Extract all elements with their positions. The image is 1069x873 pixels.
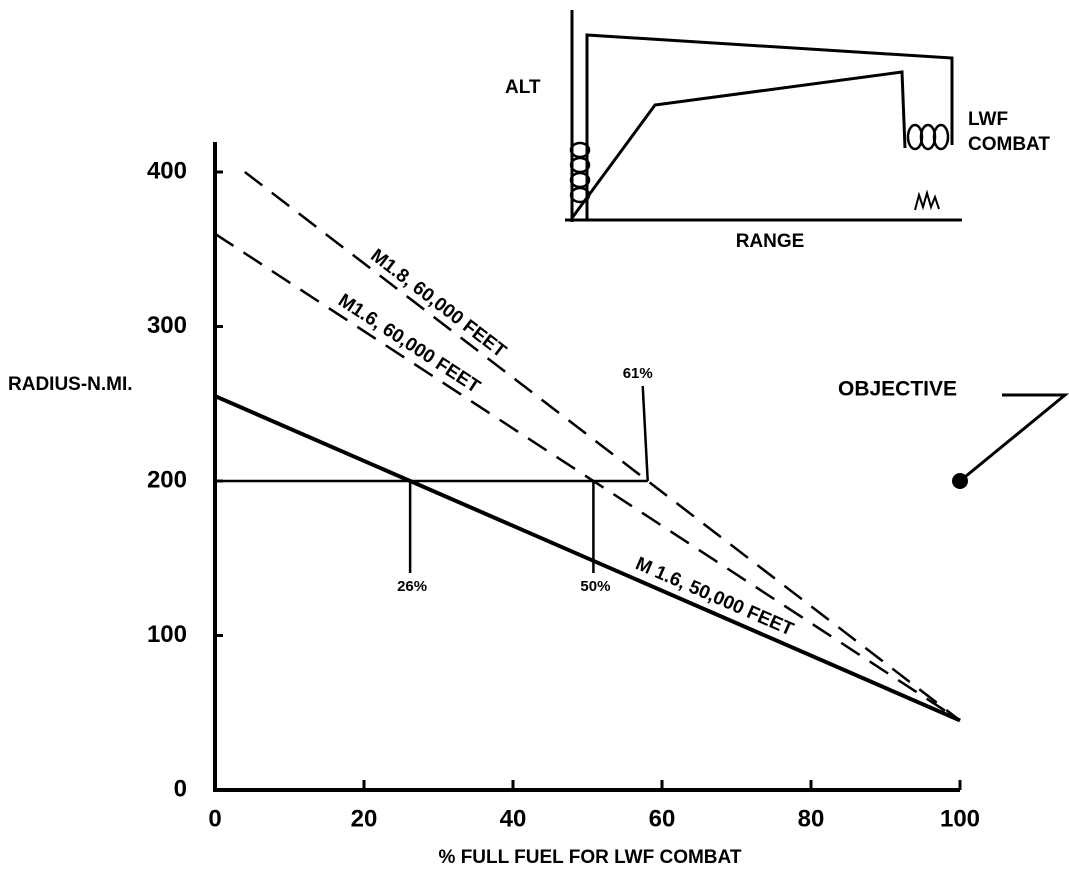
y-tick-label: 100 bbox=[147, 621, 187, 648]
annotation: 61% bbox=[623, 365, 653, 382]
x-tick-label: 20 bbox=[351, 805, 378, 832]
inset-combat-loops bbox=[908, 125, 948, 149]
inset-combat-label: LWF bbox=[968, 109, 1008, 130]
inset-y-label: ALT bbox=[505, 77, 541, 98]
x-tick-label: 100 bbox=[940, 805, 980, 832]
objective-point bbox=[952, 473, 968, 489]
y-tick-label: 300 bbox=[147, 312, 187, 339]
series-label: M1.8, 60,000 FEET bbox=[366, 245, 510, 362]
objective-leader bbox=[960, 395, 1065, 481]
inset-outbound-path bbox=[572, 72, 905, 218]
reference-drop bbox=[643, 386, 648, 481]
y-axis-label: RADIUS-N.MI. bbox=[8, 374, 133, 395]
inset-return-path bbox=[587, 35, 952, 220]
series-line bbox=[215, 234, 960, 721]
x-axis-label: % FULL FUEL FOR LWF COMBAT bbox=[439, 847, 742, 868]
y-tick-label: 400 bbox=[147, 157, 187, 184]
series-line bbox=[245, 172, 960, 720]
annotation: 50% bbox=[580, 578, 610, 595]
annotation: 26% bbox=[397, 578, 427, 595]
series-label: M1.6, 60,000 FEET bbox=[334, 290, 484, 398]
y-tick-label: 200 bbox=[147, 466, 187, 493]
chart: ALT RANGE LWF COMBAT RADIUS-N.MI. % FULL… bbox=[0, 0, 1069, 873]
y-tick-label: 0 bbox=[174, 775, 187, 802]
series-line bbox=[215, 396, 960, 720]
x-tick-label: 60 bbox=[649, 805, 676, 832]
inset-x-label: RANGE bbox=[736, 231, 805, 252]
x-tick-label: 40 bbox=[500, 805, 527, 832]
inset-combat-label: COMBAT bbox=[968, 134, 1050, 155]
objective-label: OBJECTIVE bbox=[838, 378, 957, 401]
inset-target bbox=[915, 193, 939, 210]
x-tick-label: 0 bbox=[208, 805, 221, 832]
x-tick-label: 80 bbox=[798, 805, 825, 832]
inset-diagram bbox=[565, 10, 962, 222]
